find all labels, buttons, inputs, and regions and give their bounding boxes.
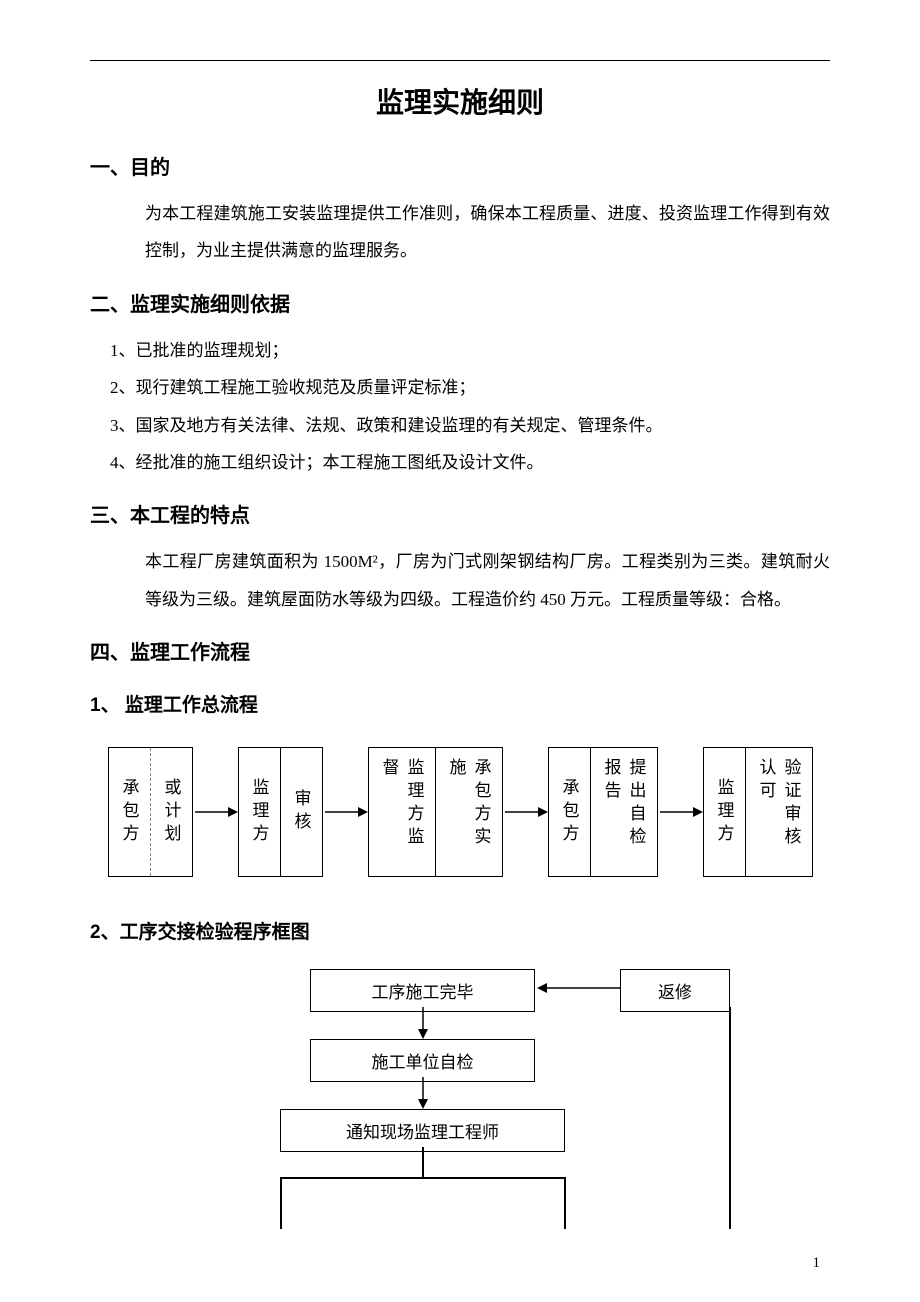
arrow-down-icon (413, 1077, 433, 1109)
section-4-heading: 四、监理工作流程 (90, 636, 830, 665)
page-number: 1 (813, 1255, 821, 1272)
header-divider (90, 60, 830, 61)
section-2-heading: 二、监理实施细则依据 (90, 288, 830, 317)
section-4-sub2: 2、工序交接检验程序框图 (90, 917, 830, 944)
flow2-box-2: 施工单位自检 (310, 1039, 535, 1082)
flow1-node-2: 监理方 审核 (238, 747, 323, 877)
section-1-body: 为本工程建筑施工安装监理提供工作准则，确保本工程质量、进度、投资监理工作得到有效… (145, 195, 830, 270)
flow1-node-4b: 提出自检报告 (591, 748, 657, 876)
flow2-bottom-line (280, 1177, 565, 1179)
document-title: 监理实施细则 (90, 81, 830, 121)
flow2-left-stub (280, 1177, 282, 1229)
arrow-right-icon (323, 802, 368, 822)
flowchart-2: 工序施工完毕 施工单位自检 通知现场监理工程师 返修 (180, 969, 740, 1229)
arrow-down-icon (413, 1007, 433, 1039)
section-2-item-2: 2、现行建筑工程施工验收规范及质量评定标准； (110, 369, 830, 406)
section-3-body: 本工程厂房建筑面积为 1500M²，厂房为门式刚架钢结构厂房。工程类别为三类。建… (145, 543, 830, 618)
flowchart-1: 承包方 或计划 监理方 审核 监理方监督 承包方实施 承包方 提出自检报告 监理… (90, 747, 830, 877)
section-2-item-3: 3、国家及地方有关法律、法规、政策和建设监理的有关规定、管理条件。 (110, 407, 830, 444)
flow1-node-1b: 或计划 (151, 748, 192, 876)
flow1-node-3a: 监理方监督 (369, 748, 436, 876)
flow2-right-stub (564, 1177, 566, 1229)
flow1-node-1: 承包方 或计划 (108, 747, 193, 877)
flow1-node-4: 承包方 提出自检报告 (548, 747, 658, 877)
arrow-right-icon (503, 802, 548, 822)
arrow-left-icon (535, 979, 620, 999)
flow1-node-3b: 承包方实施 (436, 748, 502, 876)
flow1-node-5b: 验证审核认可 (746, 748, 812, 876)
section-2-item-4: 4、经批准的施工组织设计；本工程施工图纸及设计文件。 (110, 444, 830, 481)
section-2-item-1: 1、已批准的监理规划； (110, 332, 830, 369)
arrow-right-icon (193, 802, 238, 822)
flow1-node-5: 监理方 验证审核认可 (703, 747, 813, 877)
flow1-node-1a: 承包方 (109, 748, 151, 876)
flow1-node-4a: 承包方 (549, 748, 591, 876)
section-4-sub1: 1、 监理工作总流程 (90, 690, 830, 717)
document-page: 监理实施细则 一、目的 为本工程建筑施工安装监理提供工作准则，确保本工程质量、进… (0, 0, 920, 1269)
flow1-node-2a: 监理方 (239, 748, 281, 876)
flow2-return-line (729, 1007, 731, 1229)
section-1-heading: 一、目的 (90, 151, 830, 180)
flow1-node-5a: 监理方 (704, 748, 746, 876)
flow2-box-3: 通知现场监理工程师 (280, 1109, 565, 1152)
section-3-heading: 三、本工程的特点 (90, 499, 830, 528)
flow2-box-1: 工序施工完毕 (310, 969, 535, 1012)
flow2-down-line (422, 1147, 424, 1177)
flow1-node-3: 监理方监督 承包方实施 (368, 747, 503, 877)
flow1-node-2b: 审核 (281, 748, 322, 876)
arrow-right-icon (658, 802, 703, 822)
flow2-box-return: 返修 (620, 969, 730, 1012)
